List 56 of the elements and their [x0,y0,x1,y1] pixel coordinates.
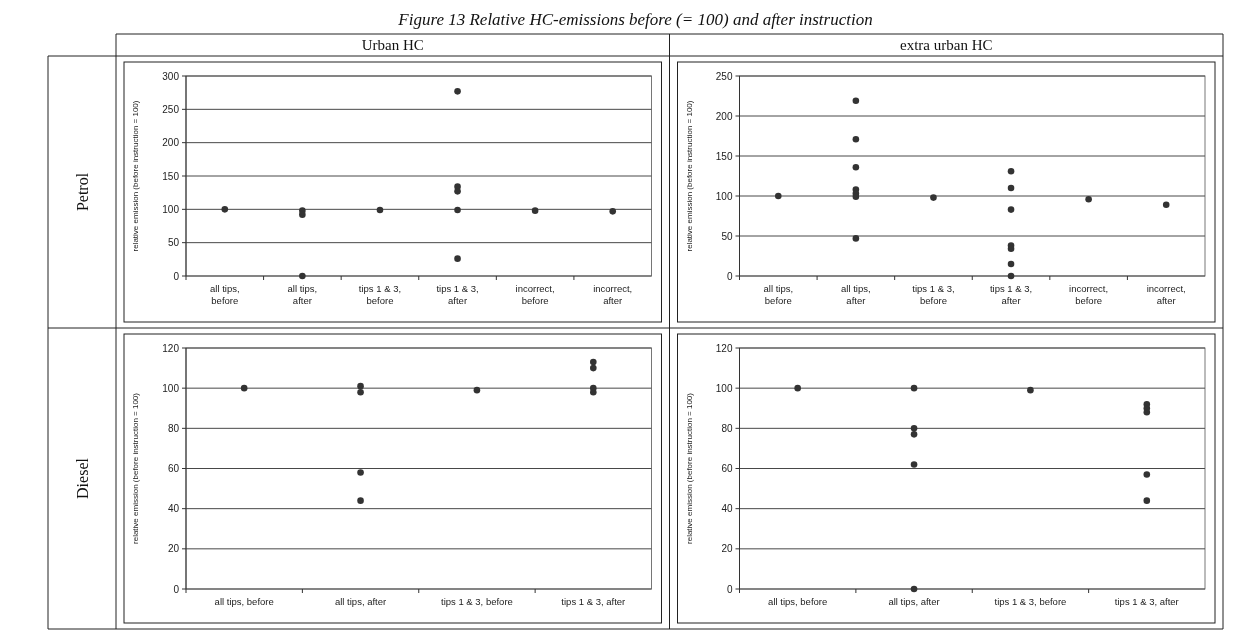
y-tick-label: 100 [715,190,733,202]
y-tick-label: 50 [721,230,733,242]
caption: Figure 13 Relative HC-emissions before (= 100) and after instruction [397,10,873,29]
x-tick-label: tips 1 & 3, before [358,283,402,306]
x-tick-label: all tips, after [287,283,318,306]
x-tick-label: all tips, before [210,283,240,306]
y-tick-label: 150 [715,150,733,162]
text: Petrol [74,172,91,212]
y-tick-label: 100 [162,203,180,215]
x-tick-label: all tips, before [763,283,794,306]
y-tick-label: 200 [715,110,733,122]
y-tick-label: 150 [162,170,180,182]
y-tick-label: 60 [721,463,733,474]
x-tick-label: all tips, before [214,596,274,607]
x-tick-label: tips 1 & 3, before [441,596,513,607]
x-tick-label: tips 1 & 3, after [1114,596,1179,607]
y-tick-label: 0 [173,270,180,282]
y-tick-label: 20 [721,543,733,555]
y-axis-title: relative emission (before instruction = 100) [684,100,694,252]
y-tick-label: 40 [721,503,733,515]
y-axis-title: relative emission (before instruction = 100) [684,392,694,544]
chart-title: extra urban HC [900,37,993,53]
y-tick-label: 250 [162,103,180,115]
x-tick-label: tips 1 & 3, after [436,283,479,306]
y-tick-label: 0 [173,583,180,595]
y-axis-title: relative emission (before instruction = 100) [131,100,140,252]
y-tick-label: 20 [167,543,180,555]
x-tick-label: all tips, after [841,283,871,306]
x-tick-label: tips 1 & 3, before [994,596,1067,607]
y-tick-label: 300 [162,70,180,82]
x-tick-label: all tips, after [334,596,387,607]
x-tick-label: tips 1 & 3, after [561,596,626,607]
chart-title: Urban HC [361,37,424,53]
x-tick-label: all tips, before [768,596,828,607]
y-tick-label: 80 [721,422,733,434]
y-tick-label: 50 [167,237,180,249]
y-tick-label: 0 [726,270,733,282]
y-tick-label: 40 [167,503,180,515]
y-tick-label: 200 [162,137,180,149]
x-tick-label: incorrect, after [593,283,633,306]
y-tick-label: 100 [715,382,733,394]
x-tick-label: incorrect, before [1069,283,1109,306]
text: Diesel [74,457,91,499]
y-tick-label: 0 [726,583,733,595]
x-tick-label: all tips, after [888,596,940,607]
y-axis-title: relative emission (before instruction = 100) [131,392,140,544]
y-tick-label: 80 [167,422,180,434]
y-tick-label: 250 [715,70,733,82]
x-tick-label: tips 1 & 3, after [989,283,1033,306]
y-tick-label: 60 [167,463,180,474]
x-tick-label: incorrect, before [515,283,555,306]
x-tick-label: incorrect, after [1146,283,1186,306]
x-tick-label: tips 1 & 3, before [912,283,955,306]
y-tick-label: 120 [715,342,733,354]
y-tick-label: 100 [162,382,180,394]
y-tick-label: 120 [162,342,180,354]
